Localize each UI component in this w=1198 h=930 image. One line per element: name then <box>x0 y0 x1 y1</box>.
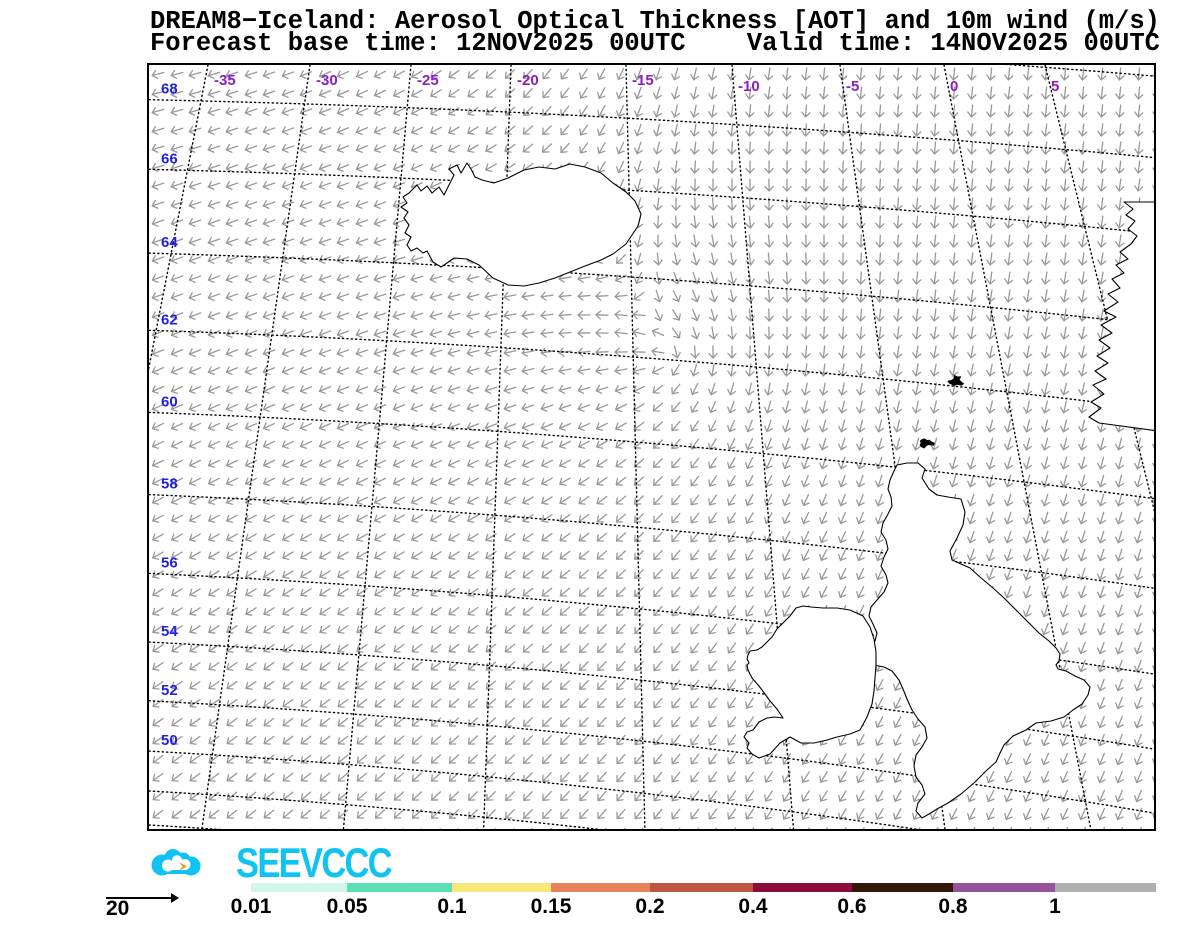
svg-text:56: 56 <box>161 554 178 571</box>
svg-text:50: 50 <box>161 732 178 749</box>
svg-text:-5: -5 <box>846 78 859 95</box>
svg-text:54: 54 <box>161 623 178 640</box>
svg-text:64: 64 <box>161 234 178 251</box>
svg-text:-25: -25 <box>417 72 439 89</box>
svg-text:-30: -30 <box>316 72 338 89</box>
svg-text:-35: -35 <box>214 72 236 89</box>
svg-text:68: 68 <box>161 81 178 98</box>
svg-text:5: 5 <box>1051 78 1059 95</box>
svg-text:52: 52 <box>161 682 178 699</box>
svg-text:66: 66 <box>161 150 178 167</box>
svg-text:62: 62 <box>161 311 178 328</box>
svg-text:0: 0 <box>950 78 958 95</box>
svg-text:-10: -10 <box>738 78 760 95</box>
svg-text:-20: -20 <box>517 72 539 89</box>
svg-text:60: 60 <box>161 393 178 410</box>
svg-text:-15: -15 <box>632 72 654 89</box>
svg-text:58: 58 <box>161 476 178 493</box>
